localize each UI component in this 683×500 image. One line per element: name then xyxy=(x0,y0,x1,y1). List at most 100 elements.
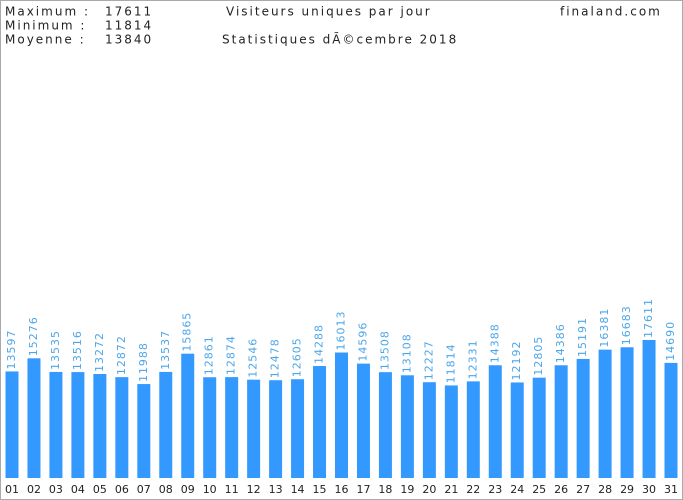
x-tick-label: 16 xyxy=(335,483,349,496)
value-label: 12546 xyxy=(247,338,260,378)
x-tick-label: 31 xyxy=(664,483,678,496)
stat-label: Maximum : xyxy=(5,5,90,19)
x-tick-label: 29 xyxy=(620,483,634,496)
bar xyxy=(313,366,327,478)
value-label: 12478 xyxy=(269,338,282,378)
bar xyxy=(488,365,502,478)
bar xyxy=(510,382,524,478)
x-tick-label: 26 xyxy=(554,483,568,496)
x-tick-label: 20 xyxy=(422,483,436,496)
x-tick-label: 15 xyxy=(313,483,327,496)
bar xyxy=(400,375,414,478)
value-label: 12192 xyxy=(510,340,523,380)
x-tick-label: 22 xyxy=(466,483,480,496)
value-label: 12861 xyxy=(203,335,216,375)
value-label: 13272 xyxy=(93,332,106,372)
x-tick-label: 21 xyxy=(444,483,458,496)
bar xyxy=(466,381,480,478)
stat-label: Moyenne : xyxy=(5,33,86,47)
value-label: 16381 xyxy=(598,308,611,348)
x-tick-label: 01 xyxy=(5,483,19,496)
bar xyxy=(378,372,392,478)
bar xyxy=(93,374,107,478)
bar xyxy=(159,371,173,478)
value-label: 17611 xyxy=(642,298,655,338)
x-tick-label: 03 xyxy=(49,483,63,496)
value-label: 12805 xyxy=(532,336,545,376)
x-tick-label: 24 xyxy=(510,483,524,496)
stat-value: 11814 xyxy=(105,19,153,33)
bar xyxy=(71,372,85,478)
bar xyxy=(532,377,546,478)
bar xyxy=(49,371,63,478)
value-label: 12605 xyxy=(291,337,304,377)
x-tick-label: 17 xyxy=(356,483,370,496)
bar xyxy=(576,358,590,478)
bar xyxy=(422,382,436,478)
value-label: 13537 xyxy=(159,330,172,370)
value-label: 12227 xyxy=(422,340,435,380)
stat-label: Minimum : xyxy=(5,19,86,33)
site-name: finaland.com xyxy=(560,5,662,19)
value-label: 15191 xyxy=(576,317,589,357)
x-tick-label: 30 xyxy=(642,483,656,496)
bar xyxy=(27,358,41,478)
bar xyxy=(620,347,634,478)
x-tick-label: 23 xyxy=(488,483,502,496)
stat-value: 13840 xyxy=(105,33,153,47)
bar xyxy=(598,349,612,478)
bar xyxy=(137,384,151,478)
value-label: 16013 xyxy=(335,311,348,351)
x-tick-label: 04 xyxy=(71,483,85,496)
x-tick-label: 28 xyxy=(598,483,612,496)
value-label: 14386 xyxy=(554,323,567,363)
chart-title: Visiteurs uniques par jour xyxy=(226,5,432,19)
x-tick-label: 18 xyxy=(378,483,392,496)
value-label: 14690 xyxy=(664,321,677,361)
bar xyxy=(356,363,370,478)
bar xyxy=(115,377,129,478)
x-tick-label: 02 xyxy=(27,483,41,496)
x-tick-label: 05 xyxy=(93,483,107,496)
value-label: 13597 xyxy=(5,329,18,369)
x-tick-label: 13 xyxy=(269,483,283,496)
value-label: 14288 xyxy=(313,324,326,364)
x-tick-label: 10 xyxy=(203,483,217,496)
value-label: 13508 xyxy=(378,330,391,370)
x-tick-label: 25 xyxy=(532,483,546,496)
value-label: 15865 xyxy=(181,312,194,352)
value-label: 12874 xyxy=(225,335,238,375)
bar xyxy=(225,377,239,478)
x-tick-label: 14 xyxy=(291,483,305,496)
value-label: 13535 xyxy=(49,330,62,370)
value-label: 16683 xyxy=(620,305,633,345)
value-label: 11814 xyxy=(444,343,457,383)
value-label: 13516 xyxy=(71,330,84,370)
x-tick-label: 09 xyxy=(181,483,195,496)
stat-value: 17611 xyxy=(105,5,153,19)
x-tick-label: 07 xyxy=(137,483,151,496)
x-tick-label: 12 xyxy=(247,483,261,496)
chart-subtitle: Statistiques dÃ©cembre 2018 xyxy=(222,32,458,47)
value-label: 12331 xyxy=(466,339,479,379)
bar xyxy=(642,340,656,478)
x-tick-label: 27 xyxy=(576,483,590,496)
value-label: 13108 xyxy=(400,333,413,373)
value-label: 14596 xyxy=(356,322,369,362)
value-label: 14388 xyxy=(488,323,501,363)
value-label: 12872 xyxy=(115,335,128,375)
x-tick-label: 11 xyxy=(225,483,239,496)
bar xyxy=(181,353,195,478)
bar xyxy=(291,379,305,478)
bar xyxy=(203,377,217,478)
bar xyxy=(335,352,348,478)
value-label: 15276 xyxy=(27,316,40,356)
bar xyxy=(5,371,19,478)
bar xyxy=(269,380,283,478)
bar xyxy=(444,385,458,478)
x-tick-label: 08 xyxy=(159,483,173,496)
bar xyxy=(664,362,678,478)
x-tick-label: 19 xyxy=(400,483,414,496)
